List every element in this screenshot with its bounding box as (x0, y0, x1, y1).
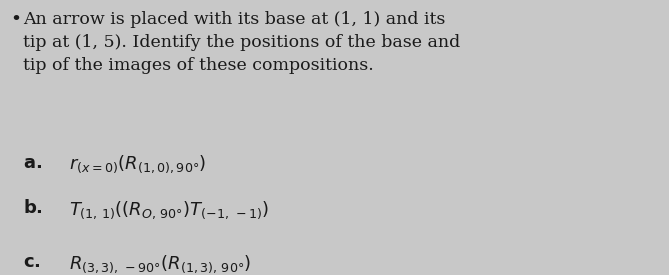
Text: •: • (10, 11, 21, 29)
Text: An arrow is placed with its base at (1, 1) and its
tip at (1, 5). Identify the p: An arrow is placed with its base at (1, … (23, 11, 460, 73)
Text: $\bf{c.}$: $\bf{c.}$ (23, 253, 41, 271)
Text: $\bf{b.}$: $\bf{b.}$ (23, 199, 43, 218)
Text: $\bf{a.}$: $\bf{a.}$ (23, 154, 42, 172)
Text: $r_{(x=0)}(R_{(1,0),90°})$: $r_{(x=0)}(R_{(1,0),90°})$ (69, 154, 206, 175)
Text: $T_{(1,\,1)}((R_{O,\,90°})T_{(-1,\,-1)})$: $T_{(1,\,1)}((R_{O,\,90°})T_{(-1,\,-1)})… (69, 199, 269, 221)
Text: $R_{(3,3),\,-90°}(R_{(1,3),\,90°})$: $R_{(3,3),\,-90°}(R_{(1,3),\,90°})$ (69, 253, 252, 275)
